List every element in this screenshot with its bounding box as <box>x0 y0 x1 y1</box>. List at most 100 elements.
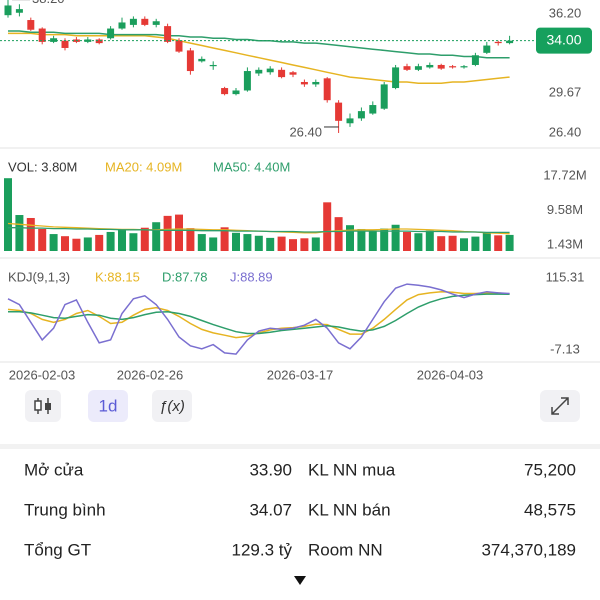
candle-body <box>186 50 194 72</box>
candle-body <box>221 88 229 95</box>
volume-bar <box>72 238 81 251</box>
candle-body <box>118 22 126 29</box>
candle-body <box>50 38 58 42</box>
indicator-title: KDJ(9,1,3) <box>8 269 70 284</box>
volume-bar <box>471 236 480 251</box>
candle-body <box>152 21 160 25</box>
stats-table: Mở cửa 33.90 KL NN mua 75,200 Trung bình 34.0… <box>24 460 576 559</box>
volume-bar <box>209 237 218 251</box>
candle-body <box>198 58 206 62</box>
expand-button[interactable] <box>540 390 580 422</box>
kdj-line <box>7 283 510 355</box>
volume-bar <box>334 217 343 251</box>
volume-bar <box>140 227 149 251</box>
y-tick-label: -7.13 <box>550 341 580 356</box>
y-tick-label: 1.43M <box>547 236 583 251</box>
interval-button[interactable]: 1d <box>88 390 128 422</box>
volume-bar <box>437 236 446 251</box>
candle-body <box>471 55 479 65</box>
volume-bar <box>277 236 286 251</box>
candle-body <box>414 66 422 70</box>
volume-bar <box>186 228 195 251</box>
volume-bar <box>243 234 252 251</box>
candle-body <box>4 5 12 16</box>
volume-bar <box>380 228 389 251</box>
volume-bar <box>15 215 24 251</box>
volume-bar <box>49 234 58 251</box>
y-tick-label: 9.58M <box>547 202 583 217</box>
candle-body <box>312 81 320 85</box>
stat-value: 48,575 <box>524 500 576 519</box>
candle-body <box>300 81 308 85</box>
volume-bar <box>175 214 183 251</box>
candle-body <box>437 64 445 69</box>
candle-body <box>107 28 115 39</box>
legend-item: K:88.15 <box>95 269 140 284</box>
moving-average-line <box>8 30 510 59</box>
volume-bar <box>254 235 263 251</box>
volume-bar <box>289 239 297 251</box>
candle-body <box>38 28 46 42</box>
candle-type-button[interactable] <box>25 390 61 422</box>
volume-bar <box>232 232 240 251</box>
volume-bar <box>403 231 411 251</box>
last-price-label: 34.00 <box>546 31 581 47</box>
date-label: 2026-04-03 <box>417 367 484 382</box>
volume-bar <box>61 236 69 251</box>
legend-item: J:88.89 <box>230 269 273 284</box>
legend-item: MA20: 4.09M <box>105 159 182 174</box>
svg-text:ƒ(x): ƒ(x) <box>159 398 185 415</box>
candle-body <box>494 41 502 44</box>
candle-body <box>164 26 172 42</box>
stat-label: Mở cửa <box>24 460 84 479</box>
legend-item: D:87.78 <box>162 269 208 284</box>
stat-label: KL NN bán <box>308 500 391 519</box>
candle-body <box>506 40 514 44</box>
volume-bar <box>106 231 115 251</box>
volume-bar <box>460 238 468 251</box>
y-tick-label: 17.72M <box>543 167 586 182</box>
legend-item: MA50: 4.40M <box>213 159 290 174</box>
candle-body <box>335 102 343 121</box>
volume-bar <box>152 222 161 251</box>
volume-bar <box>323 202 332 251</box>
expand-arrow[interactable] <box>294 576 306 585</box>
volume-bar <box>414 233 423 251</box>
volume-bar <box>83 237 92 251</box>
candle-body <box>289 72 297 75</box>
stat-label: KL NN mua <box>308 460 396 479</box>
stat-value: 75,200 <box>524 460 576 479</box>
candle-body <box>27 20 35 30</box>
candle-body <box>483 45 491 53</box>
interval-label: 1d <box>99 396 118 415</box>
candle-body <box>369 105 377 114</box>
volume-bar <box>4 178 12 251</box>
volume-bar <box>482 232 491 251</box>
candle-body <box>95 39 103 44</box>
candle-body <box>255 69 263 74</box>
volume-bar <box>300 238 309 251</box>
candle-body <box>209 64 217 67</box>
stat-value: 33.90 <box>249 460 292 479</box>
candle-body <box>323 78 331 101</box>
candle-body <box>357 111 365 119</box>
stat-label: Trung bình <box>24 500 106 519</box>
section-divider <box>0 444 600 449</box>
candle-body <box>426 64 434 68</box>
candle-body <box>449 66 457 68</box>
indicator-button[interactable]: ƒ(x) <box>152 390 192 422</box>
volume-bar <box>505 234 514 251</box>
volume-bar <box>118 229 126 251</box>
candle-body <box>141 18 149 25</box>
candle-body <box>84 39 92 42</box>
candle-body <box>392 67 400 89</box>
candle-body <box>403 66 411 70</box>
date-label: 2026-02-26 <box>117 367 184 382</box>
last-price-badge <box>536 27 592 54</box>
volume-bar <box>448 235 457 251</box>
volume-bar <box>357 228 366 251</box>
y-tick-label: 26.40 <box>549 124 582 139</box>
volume-bar <box>311 237 320 251</box>
candle-body <box>232 90 240 95</box>
